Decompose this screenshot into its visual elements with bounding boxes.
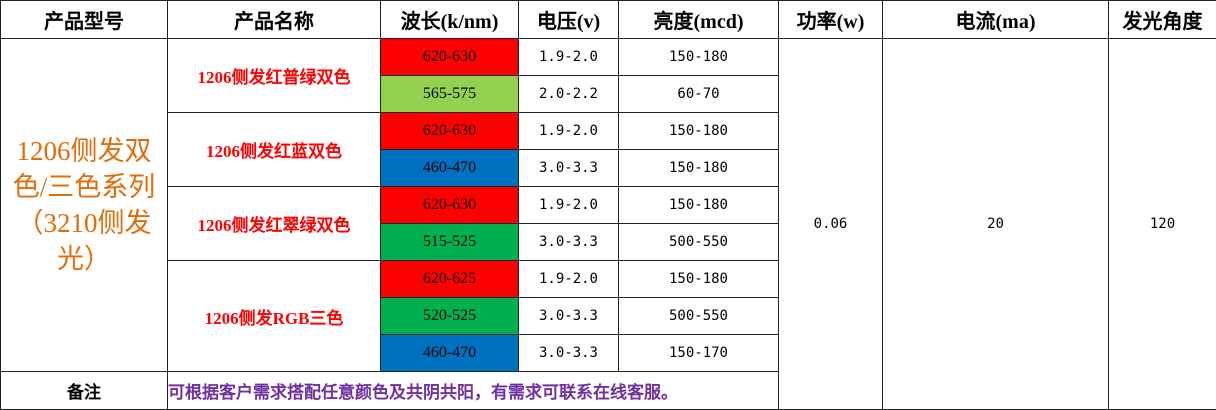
product-name: 1206侧发RGB三色 <box>168 261 381 372</box>
voltage: 3.0-3.3 <box>519 224 619 261</box>
wavelength: 520-525 <box>381 298 519 335</box>
table-row: 产品型号产品名称波长(k/nm)电压(v)亮度(mcd)功率(w)电流(ma)发… <box>1 1 1216 39</box>
header-cell: 电流(ma) <box>883 1 1109 39</box>
header-cell: 产品名称 <box>168 1 381 39</box>
header-cell: 波长(k/nm) <box>381 1 519 39</box>
voltage: 1.9-2.0 <box>519 261 619 298</box>
brightness: 150-170 <box>619 335 779 372</box>
header-cell: 亮度(mcd) <box>619 1 779 39</box>
note-label: 备注 <box>1 372 168 410</box>
voltage: 3.0-3.3 <box>519 150 619 187</box>
brightness: 150-180 <box>619 39 779 76</box>
wavelength: 620-625 <box>381 261 519 298</box>
voltage: 1.9-2.0 <box>519 113 619 150</box>
wavelength: 460-470 <box>381 150 519 187</box>
product-name: 1206侧发红蓝双色 <box>168 113 381 187</box>
brightness: 150-180 <box>619 187 779 224</box>
header-cell: 电压(v) <box>519 1 619 39</box>
brightness: 500-550 <box>619 224 779 261</box>
brightness: 150-180 <box>619 113 779 150</box>
voltage: 1.9-2.0 <box>519 187 619 224</box>
power: 0.06 <box>779 39 883 410</box>
current: 20 <box>883 39 1109 410</box>
series-label: 1206侧发双色/三色系列（3210侧发光） <box>1 39 168 372</box>
wavelength: 565-575 <box>381 76 519 113</box>
product-name: 1206侧发红普绿双色 <box>168 39 381 113</box>
angle: 120 <box>1109 39 1216 410</box>
voltage: 3.0-3.3 <box>519 335 619 372</box>
header-cell: 产品型号 <box>1 1 168 39</box>
wavelength: 515-525 <box>381 224 519 261</box>
voltage: 2.0-2.2 <box>519 76 619 113</box>
brightness: 150-180 <box>619 150 779 187</box>
brightness: 150-180 <box>619 261 779 298</box>
header-cell: 发光角度 <box>1109 1 1216 39</box>
brightness: 500-550 <box>619 298 779 335</box>
note-text: 可根据客户需求搭配任意颜色及共阴共阳，有需求可联系在线客服。 <box>168 372 779 410</box>
voltage: 1.9-2.0 <box>519 39 619 76</box>
voltage: 3.0-3.3 <box>519 298 619 335</box>
header-cell: 功率(w) <box>779 1 883 39</box>
brightness: 60-70 <box>619 76 779 113</box>
wavelength: 460-470 <box>381 335 519 372</box>
product-name: 1206侧发红翠绿双色 <box>168 187 381 261</box>
wavelength: 620-630 <box>381 187 519 224</box>
wavelength: 620-630 <box>381 113 519 150</box>
wavelength: 620-630 <box>381 39 519 76</box>
